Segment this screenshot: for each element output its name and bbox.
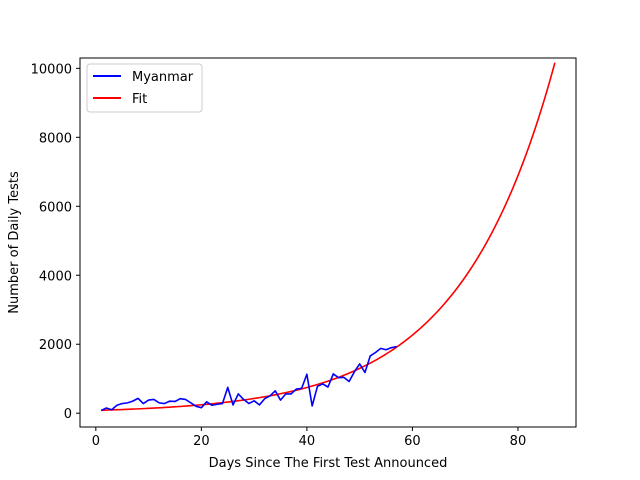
x-axis-label: Days Since The First Test Announced	[209, 456, 448, 471]
y-tick-label-4000: 4000	[39, 269, 72, 284]
y-axis-label: Number of Daily Tests	[7, 171, 22, 314]
x-tick-label-20: 20	[193, 434, 210, 449]
x-axis-ticks: 0 20 40 60 80	[92, 427, 527, 449]
legend: Myanmar Fit	[86, 63, 203, 113]
x-tick-label-40: 40	[299, 434, 316, 449]
legend-label-myanmar: Myanmar	[132, 70, 194, 85]
y-tick-label-6000: 6000	[39, 200, 72, 215]
y-tick-label-8000: 8000	[39, 131, 72, 146]
y-tick-label-2000: 2000	[39, 338, 72, 353]
x-tick-label-0: 0	[92, 434, 100, 449]
series-line-fit	[101, 62, 556, 412]
y-tick-label-0: 0	[64, 407, 72, 422]
y-axis-ticks: 0 2000 4000 6000 8000 10000	[31, 62, 80, 422]
series-line-myanmar	[100, 345, 397, 412]
x-tick-label-60: 60	[404, 434, 421, 449]
plot-area	[100, 62, 556, 412]
x-tick-label-80: 80	[510, 434, 527, 449]
axes-frame	[79, 57, 577, 428]
legend-label-fit: Fit	[132, 92, 147, 107]
y-tick-label-10000: 10000	[31, 62, 72, 77]
